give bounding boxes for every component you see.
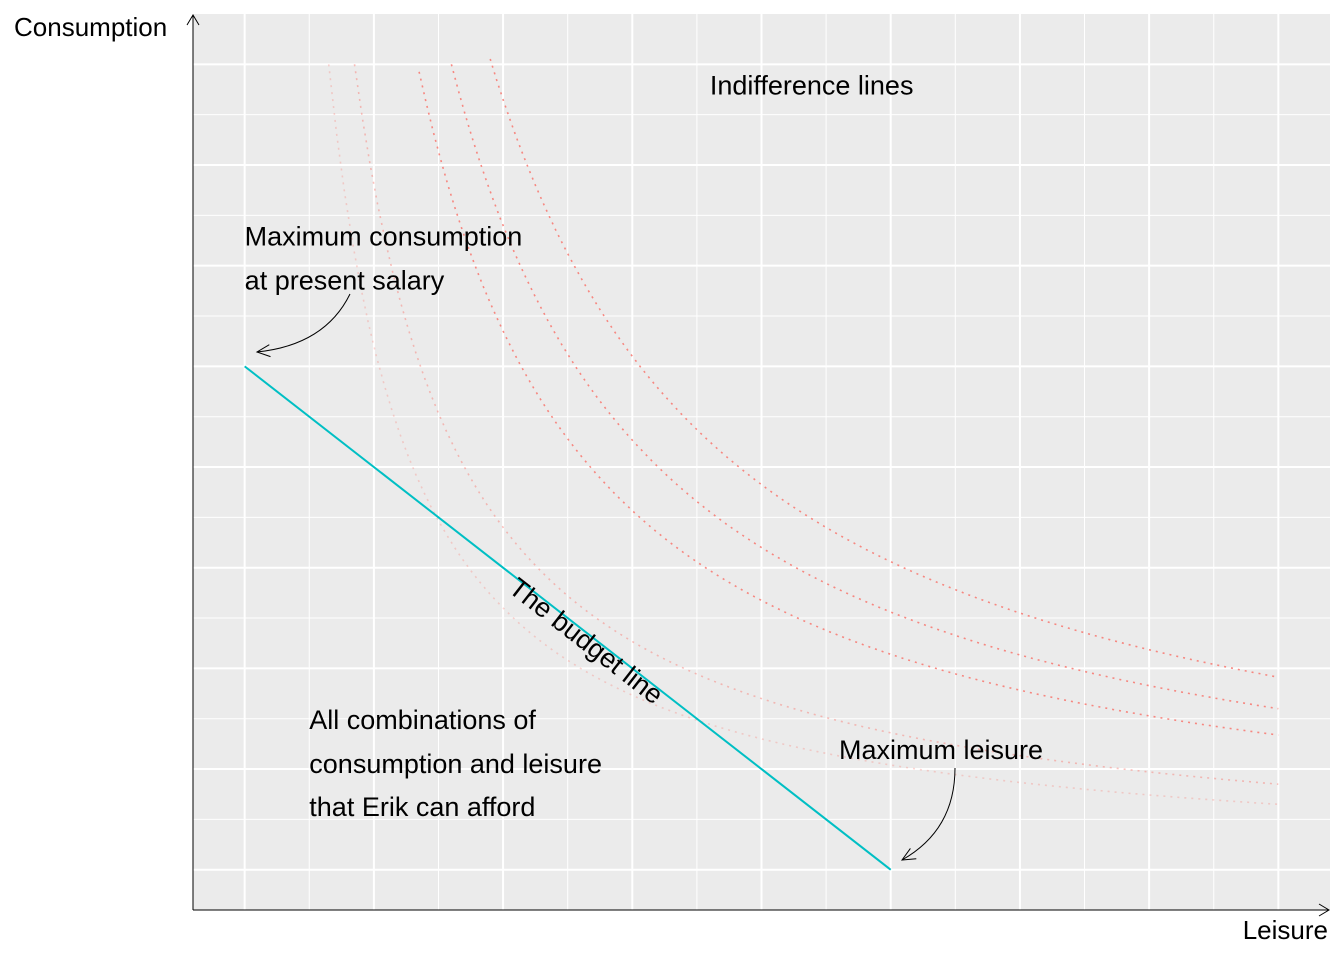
- max-leisure-arrow-head: [900, 848, 917, 861]
- y-axis-arrowhead: [186, 14, 200, 26]
- indifference-curves: [327, 58, 1279, 806]
- indifference-lines-label: Indifference lines: [710, 71, 914, 101]
- max-consumption-arrow: [256, 293, 351, 353]
- x-axis-title: Leisure: [1243, 915, 1328, 945]
- budget-line: [244, 365, 892, 871]
- affordable-label-line2: consumption and leisure: [309, 749, 602, 779]
- indifference-curve-3: [418, 71, 1279, 736]
- indifference-curve-2: [353, 64, 1279, 785]
- affordable-label-line1: All combinations of: [309, 705, 536, 735]
- affordable-label-line3: that Erik can afford: [309, 792, 535, 822]
- max-consumption-label-line1: Maximum consumption: [245, 222, 523, 252]
- annotation-arrows: [255, 293, 956, 861]
- indifference-curve-1: [327, 64, 1279, 806]
- max-leisure-arrow: [901, 767, 956, 861]
- y-axis-title: Consumption: [14, 12, 167, 42]
- max-leisure-label: Maximum leisure: [839, 735, 1043, 765]
- x-axis-arrowhead: [1318, 903, 1330, 917]
- axes: [186, 14, 1330, 917]
- max-consumption-arrow-head: [255, 344, 271, 358]
- max-consumption-label-line2: at present salary: [245, 266, 445, 296]
- grid-lines: [193, 14, 1330, 910]
- indifference-curve-4: [450, 64, 1279, 710]
